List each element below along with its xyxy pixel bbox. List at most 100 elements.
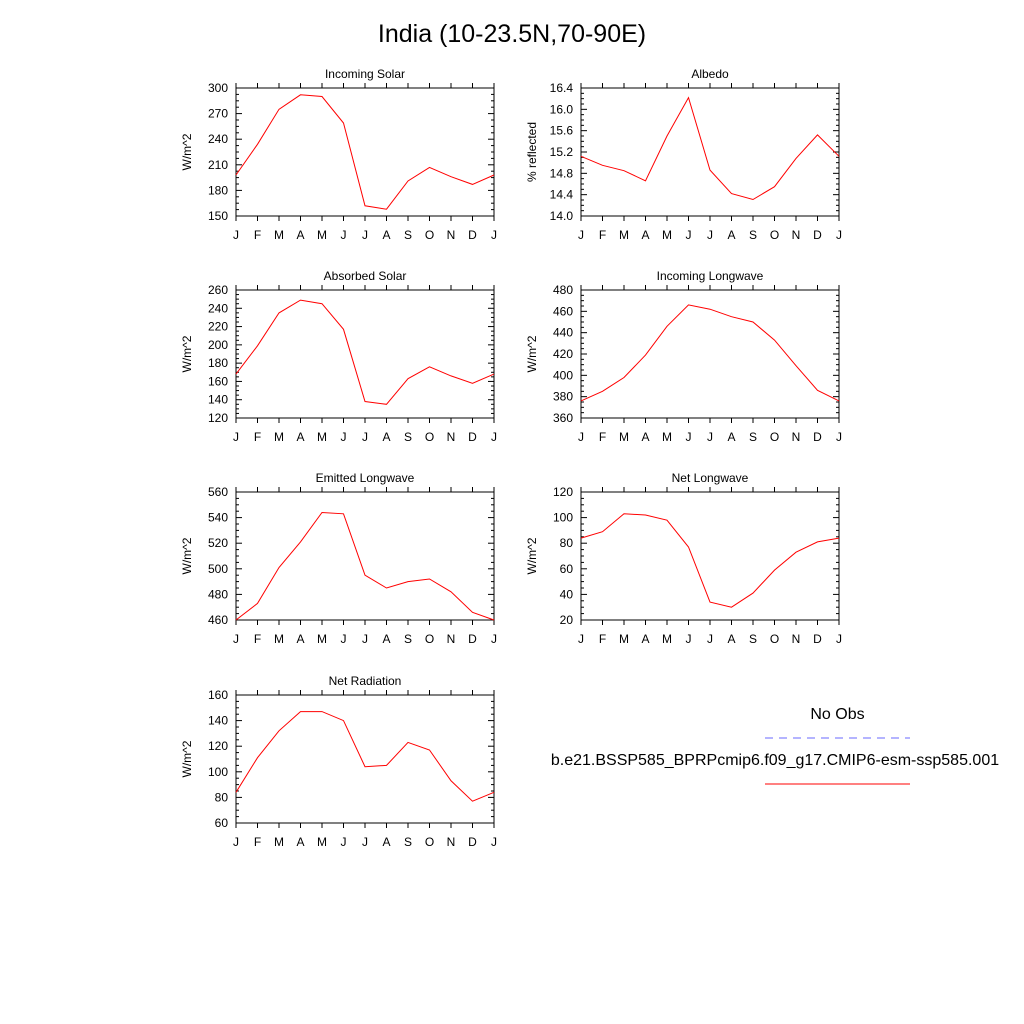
emitted-longwave-ytick-label: 540 <box>208 511 228 525</box>
incoming-solar-ytick-label: 150 <box>208 209 228 223</box>
net-longwave-ylabel: W/m^2 <box>525 537 539 574</box>
incoming-solar-xtick-label: S <box>404 228 412 242</box>
albedo-xtick-label: J <box>578 228 584 242</box>
incoming-solar-title: Incoming Solar <box>325 67 405 81</box>
net-longwave-xtick-label: F <box>599 632 606 646</box>
emitted-longwave-xtick-label: O <box>425 632 434 646</box>
net-radiation-ytick-label: 100 <box>208 765 228 779</box>
albedo-xtick-label: F <box>599 228 606 242</box>
incoming-solar-xtick-label: J <box>233 228 239 242</box>
absorbed-solar-xtick-label: F <box>254 430 261 444</box>
net-radiation-xtick-label: A <box>382 835 390 849</box>
emitted-longwave-xtick-label: A <box>382 632 390 646</box>
incoming-longwave-chart: Incoming Longwave W/m^2 360 380 400 420 440 460… <box>525 269 842 444</box>
albedo-xtick-label: A <box>641 228 649 242</box>
incoming-solar-xtick-label: J <box>341 228 347 242</box>
net-radiation-ylabel: W/m^2 <box>180 740 194 777</box>
albedo-xtick-label: J <box>707 228 713 242</box>
absorbed-solar-ytick-label: 120 <box>208 411 228 425</box>
absorbed-solar-ytick-label: 140 <box>208 393 228 407</box>
incoming-longwave-ytick-label: 420 <box>553 347 573 361</box>
incoming-longwave-ytick-label: 400 <box>553 368 573 382</box>
net-radiation-series-line <box>235 711 495 802</box>
absorbed-solar-frame <box>235 289 495 419</box>
emitted-longwave-xtick-label: D <box>468 632 477 646</box>
legend-obs-label: No Obs <box>810 706 865 723</box>
net-radiation-xtick-label: J <box>233 835 239 849</box>
net-radiation-title: Net Radiation <box>329 674 402 688</box>
absorbed-solar-xtick-label: J <box>341 430 347 444</box>
net-radiation-xtick-label: M <box>274 835 284 849</box>
emitted-longwave-ylabel: W/m^2 <box>180 537 194 574</box>
net-longwave-xtick-label: J <box>836 632 842 646</box>
incoming-longwave-ytick-label: 380 <box>553 390 573 404</box>
incoming-solar-series-line <box>235 94 495 210</box>
absorbed-solar-xtick-label: D <box>468 430 477 444</box>
absorbed-solar-xtick-label: J <box>491 430 497 444</box>
absorbed-solar-xtick-label: M <box>274 430 284 444</box>
albedo-ytick-label: 14.0 <box>550 209 574 223</box>
incoming-longwave-ylabel: W/m^2 <box>525 335 539 372</box>
emitted-longwave-ytick-label: 500 <box>208 562 228 576</box>
incoming-solar-ylabel: W/m^2 <box>180 133 194 170</box>
net-longwave-xtick-label: M <box>619 632 629 646</box>
incoming-longwave-xtick-label: J <box>707 430 713 444</box>
incoming-solar-xtick-label: D <box>468 228 477 242</box>
net-radiation-frame <box>235 694 495 824</box>
net-radiation-xtick-label: O <box>425 835 434 849</box>
albedo-ytick-label: 15.6 <box>550 124 574 138</box>
net-longwave-xtick-label: J <box>578 632 584 646</box>
emitted-longwave-xtick-label: M <box>274 632 284 646</box>
net-radiation-ytick-label: 160 <box>208 688 228 702</box>
emitted-longwave-ytick-label: 480 <box>208 587 228 601</box>
incoming-solar-xtick-label: M <box>317 228 327 242</box>
net-longwave-ytick-label: 80 <box>560 536 574 550</box>
absorbed-solar-ytick-label: 180 <box>208 356 228 370</box>
emitted-longwave-ytick-label: 460 <box>208 613 228 627</box>
incoming-solar-xtick-label: J <box>491 228 497 242</box>
net-longwave-xtick-label: D <box>813 632 822 646</box>
incoming-longwave-xtick-label: A <box>641 430 649 444</box>
absorbed-solar-xtick-label: J <box>362 430 368 444</box>
incoming-longwave-title: Incoming Longwave <box>657 269 764 283</box>
net-longwave-xtick-label: N <box>792 632 801 646</box>
emitted-longwave-xtick-label: N <box>447 632 456 646</box>
incoming-longwave-xtick-label: M <box>662 430 672 444</box>
absorbed-solar-xtick-label: S <box>404 430 412 444</box>
albedo-chart: Albedo % reflected 14.0 14.4 14.8 15.2 15.6 16.… <box>525 67 842 242</box>
net-longwave-ytick-label: 40 <box>560 587 574 601</box>
incoming-solar-xtick-label: A <box>296 228 304 242</box>
net-radiation-xtick-label: N <box>447 835 456 849</box>
emitted-longwave-xtick-label: M <box>317 632 327 646</box>
incoming-longwave-xtick-label: N <box>792 430 801 444</box>
absorbed-solar-ytick-label: 240 <box>208 301 228 315</box>
incoming-solar-ytick-label: 210 <box>208 158 228 172</box>
albedo-ytick-label: 16.4 <box>550 81 574 95</box>
emitted-longwave-xtick-label: A <box>296 632 304 646</box>
incoming-solar-ytick-label: 180 <box>208 183 228 197</box>
emitted-longwave-xtick-label: S <box>404 632 412 646</box>
net-longwave-xtick-label: A <box>641 632 649 646</box>
emitted-longwave-series-line <box>235 511 495 621</box>
legend-model-label: b.e21.BSSP585_BPRPcmip6.f09_g17.CMIP6-es… <box>550 752 1000 769</box>
albedo-xtick-label: O <box>770 228 779 242</box>
absorbed-solar-ytick-label: 220 <box>208 320 228 334</box>
emitted-longwave-xtick-label: J <box>491 632 497 646</box>
absorbed-solar-xtick-label: N <box>447 430 456 444</box>
emitted-longwave-xtick-label: F <box>254 632 261 646</box>
emitted-longwave-ytick-label: 560 <box>208 485 228 499</box>
net-longwave-series-line <box>580 513 840 608</box>
net-longwave-xtick-label: M <box>662 632 672 646</box>
absorbed-solar-xtick-label: O <box>425 430 434 444</box>
albedo-ytick-label: 14.8 <box>550 166 574 180</box>
net-longwave-xtick-label: J <box>686 632 692 646</box>
emitted-longwave-xtick-label: J <box>362 632 368 646</box>
net-longwave-ytick-label: 100 <box>553 511 573 525</box>
emitted-longwave-chart: Emitted Longwave W/m^2 460 480 500 520 540 560 J… <box>180 471 497 646</box>
incoming-longwave-xtick-label: J <box>578 430 584 444</box>
albedo-xtick-label: J <box>686 228 692 242</box>
net-longwave-ytick-label: 60 <box>560 562 574 576</box>
absorbed-solar-xtick-label: A <box>296 430 304 444</box>
albedo-xtick-label: N <box>792 228 801 242</box>
absorbed-solar-title: Absorbed Solar <box>324 269 407 283</box>
